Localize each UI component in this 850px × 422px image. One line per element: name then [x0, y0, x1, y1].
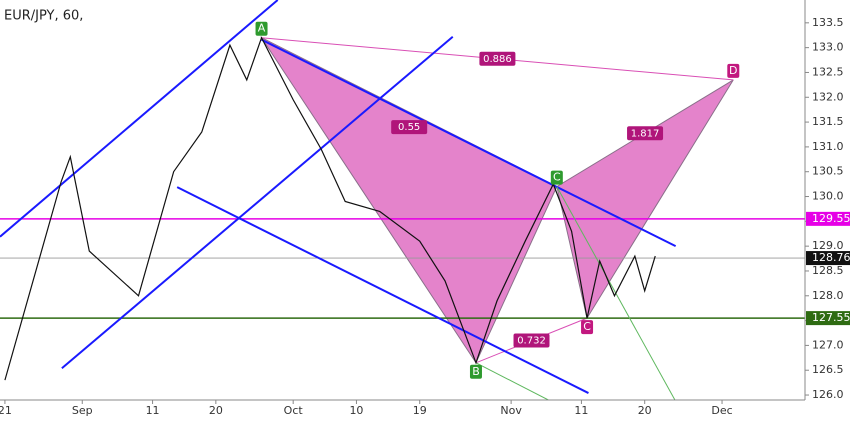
pattern-point-badge [550, 170, 563, 185]
y-tick-label: 132.5 [812, 65, 844, 78]
y-tick-label: 131.0 [812, 140, 844, 153]
x-tick-label: Dec [711, 404, 732, 417]
trendline [0, 0, 279, 238]
x-tick-label: Sep [72, 404, 93, 417]
y-tick-label: 133.0 [812, 41, 844, 54]
y-tick-label: 129.0 [812, 239, 844, 252]
y-tick-label: 130.0 [812, 190, 844, 203]
pattern-point-label: A [258, 22, 266, 35]
trendline [176, 186, 589, 394]
ratio-label: 0.732 [517, 335, 546, 346]
level-label: 128.76 [812, 251, 850, 264]
y-tick-label: 126.0 [812, 388, 844, 401]
trendline [475, 362, 549, 400]
level-label: 129.55 [812, 212, 850, 225]
trendline [61, 35, 454, 370]
y-tick-label: 128.0 [812, 289, 844, 302]
pattern-point-label: B [472, 365, 480, 378]
y-tick-label: 126.5 [812, 363, 844, 376]
ratio-badge [479, 51, 516, 66]
y-tick-label: 128.5 [812, 264, 844, 277]
pattern-point-label: D [729, 64, 737, 77]
pattern-point-badge [581, 320, 594, 335]
x-tick-label: Nov [500, 404, 522, 417]
x-tick-label: 20 [209, 404, 223, 417]
y-tick-label: 130.5 [812, 165, 844, 178]
ratio-label: 0.55 [398, 122, 420, 133]
y-tick-label: 133.5 [812, 16, 844, 29]
y-tick-label: 132.0 [812, 90, 844, 103]
ratio-badge [513, 333, 550, 348]
level-tag [806, 311, 850, 326]
pattern-point-badge [255, 21, 268, 36]
pattern-fill [260, 36, 558, 364]
pattern-point-badge [469, 364, 482, 379]
trendline [261, 38, 677, 248]
x-tick-label: Oct [284, 404, 304, 417]
pattern-point-badge [727, 63, 740, 78]
y-tick-label: 131.5 [812, 115, 844, 128]
level-tag [806, 251, 850, 266]
level-label: 127.55 [812, 311, 850, 324]
x-tick-label: 10 [349, 404, 363, 417]
level-tag [806, 211, 850, 226]
pattern-point-label: C [583, 320, 591, 333]
chart-title: EUR/JPY, 60, [4, 9, 83, 24]
ratio-label: 1.817 [631, 128, 660, 139]
x-tick-label: 19 [413, 404, 427, 417]
x-tick-label: 11 [146, 404, 160, 417]
ratio-badge [627, 126, 664, 141]
pattern-point-label: C [553, 171, 561, 184]
x-tick-label: 20 [638, 404, 652, 417]
x-tick-label: 11 [574, 404, 588, 417]
ratio-badge [391, 120, 428, 135]
plot-area [0, 0, 805, 400]
y-tick-label: 127.0 [812, 338, 844, 351]
x-tick-label: 21 [0, 404, 12, 417]
ratio-label: 0.886 [483, 54, 512, 65]
price-line [4, 36, 656, 381]
